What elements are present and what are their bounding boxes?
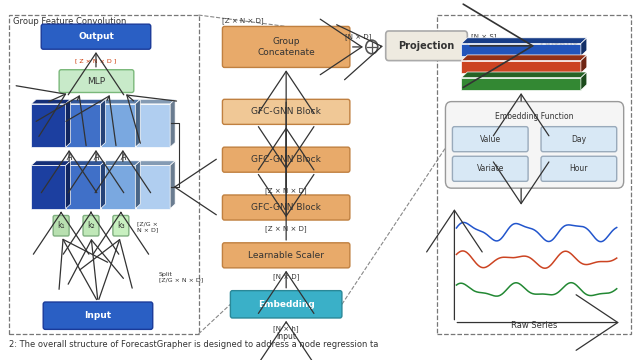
FancyBboxPatch shape [223,99,350,124]
Text: Variate: Variate [477,164,504,173]
Text: GFC-GNN Block: GFC-GNN Block [252,107,321,116]
Polygon shape [461,44,581,56]
Text: Embedding Function: Embedding Function [495,112,573,121]
Text: Day: Day [572,135,586,144]
Text: 2: The overall structure of ForecastGrapher is designed to address a node regres: 2: The overall structure of ForecastGrap… [10,340,379,349]
Polygon shape [101,99,140,104]
FancyBboxPatch shape [53,216,69,236]
Text: Projection: Projection [399,41,454,51]
Text: [Z × N × D]: [Z × N × D] [266,187,307,194]
Text: Split
[Z/G × N × D]: Split [Z/G × N × D] [159,271,203,282]
Polygon shape [100,99,106,147]
Text: Group
Concatenate: Group Concatenate [257,37,315,57]
Polygon shape [101,161,140,165]
FancyBboxPatch shape [59,70,134,93]
FancyBboxPatch shape [223,243,350,268]
Polygon shape [31,104,66,147]
Bar [438,15,630,334]
Polygon shape [581,55,587,73]
FancyBboxPatch shape [541,156,617,181]
Text: [N × D]: [N × D] [273,274,300,280]
Text: Output: Output [78,32,114,41]
FancyBboxPatch shape [445,102,623,188]
Polygon shape [66,104,100,147]
Polygon shape [100,161,106,209]
Text: Input: Input [276,332,296,341]
Polygon shape [101,104,135,147]
Polygon shape [66,161,70,209]
Text: [ Z × N × D ]: [ Z × N × D ] [76,58,116,63]
Text: [Z × N × D]: [Z × N × D] [223,17,264,24]
FancyBboxPatch shape [83,216,99,236]
Text: Input: Input [84,311,111,320]
Text: k₃: k₃ [117,221,125,230]
Text: Output: Output [539,41,578,51]
Bar [10,15,198,334]
FancyBboxPatch shape [223,147,350,172]
Polygon shape [581,72,587,90]
Text: A: A [93,153,99,162]
Polygon shape [66,161,106,165]
Text: [N × S]: [N × S] [471,33,497,40]
FancyBboxPatch shape [230,291,342,318]
FancyBboxPatch shape [386,31,467,60]
Polygon shape [461,72,587,78]
Text: k₂: k₂ [87,221,95,230]
Polygon shape [66,165,100,209]
FancyBboxPatch shape [113,216,129,236]
Polygon shape [461,55,587,60]
Polygon shape [31,99,70,104]
Polygon shape [135,99,140,147]
Text: Group Feature Convolution: Group Feature Convolution [13,17,127,26]
Polygon shape [135,161,140,209]
Text: GFC-GNN Block: GFC-GNN Block [252,155,321,164]
Text: GFC-GNN Block: GFC-GNN Block [252,203,321,212]
Polygon shape [581,38,587,56]
FancyBboxPatch shape [223,195,350,220]
Text: MLP: MLP [88,77,106,86]
Text: [Z × N × D]: [Z × N × D] [266,226,307,233]
Text: Hour: Hour [570,164,588,173]
Polygon shape [31,161,70,165]
Text: k₁: k₁ [58,221,65,230]
Text: [Z/G ×
N × D]: [Z/G × N × D] [137,221,158,232]
Text: [N × h]: [N × h] [273,325,299,332]
Polygon shape [136,165,170,209]
Polygon shape [136,99,175,104]
Text: Learnable Scaler: Learnable Scaler [248,251,324,260]
Polygon shape [170,161,175,209]
Polygon shape [461,38,587,44]
Text: Value: Value [480,135,501,144]
Text: A: A [120,153,125,162]
FancyBboxPatch shape [41,24,151,49]
Polygon shape [170,99,175,147]
Text: A: A [66,153,72,162]
Text: Embedding: Embedding [258,300,314,309]
Polygon shape [66,99,106,104]
Polygon shape [136,161,175,165]
Polygon shape [101,165,135,209]
FancyBboxPatch shape [452,127,528,152]
Polygon shape [461,78,581,90]
FancyBboxPatch shape [452,156,528,181]
Polygon shape [461,60,581,73]
FancyBboxPatch shape [223,26,350,67]
Polygon shape [66,99,70,147]
Polygon shape [31,165,66,209]
Polygon shape [136,104,170,147]
Text: [N × D]: [N × D] [345,33,371,40]
Text: Raw Series: Raw Series [511,321,557,330]
FancyBboxPatch shape [44,302,153,329]
FancyBboxPatch shape [541,127,617,152]
